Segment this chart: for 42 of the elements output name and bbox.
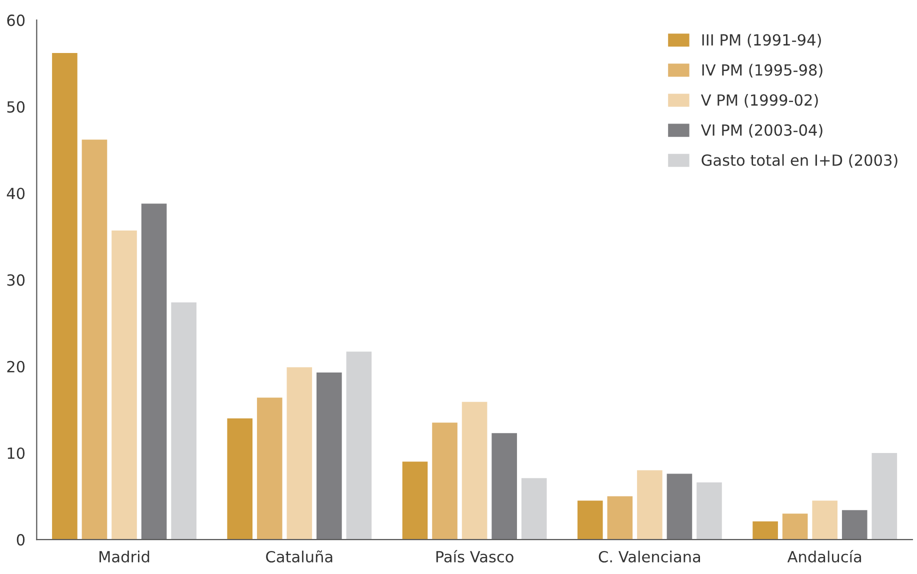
bar — [521, 478, 547, 540]
bar — [492, 433, 517, 540]
x-tick-label: Madrid — [100, 550, 150, 562]
y-tick-label: 40 — [6, 188, 25, 200]
legend-label: IV PM (1995-98) — [702, 64, 822, 78]
bar — [256, 398, 282, 540]
legend-label: V PM (1999-02) — [700, 94, 818, 108]
bar — [752, 521, 778, 540]
bar — [666, 474, 692, 540]
bar — [171, 302, 196, 540]
bar — [812, 500, 838, 540]
y-tick-label: 50 — [7, 101, 25, 113]
bar — [607, 496, 633, 540]
y-tick-label: 0 — [16, 534, 25, 546]
bar — [637, 470, 662, 540]
bar — [82, 140, 108, 540]
x-tick-label: C. Valenciana — [598, 550, 700, 562]
bar — [316, 372, 342, 540]
legend-label: Gasto total en I+D (2003) — [702, 154, 898, 168]
bar — [872, 452, 898, 540]
bar — [286, 367, 312, 540]
bar — [112, 230, 137, 540]
bar — [402, 462, 428, 540]
legend-label: VI PM (2003-04) — [700, 124, 822, 138]
bar — [696, 482, 722, 540]
y-tick-label: 20 — [7, 360, 25, 372]
bar — [346, 352, 372, 540]
bar — [52, 52, 78, 540]
bar — [227, 418, 253, 540]
bar — [141, 204, 167, 540]
bar — [782, 514, 808, 540]
bar — [462, 402, 488, 540]
legend-label: III PM (1991-94) — [702, 34, 821, 48]
bar — [432, 422, 458, 540]
bar — [842, 510, 868, 540]
x-tick-label: Andalucía — [787, 550, 862, 562]
bar — [577, 500, 603, 540]
y-tick-label: 30 — [7, 274, 25, 286]
y-tick-label: 60 — [7, 14, 25, 26]
y-tick-label: 10 — [8, 447, 25, 460]
x-tick-label: Cataluña — [266, 550, 332, 562]
x-tick-label: País Vasco — [436, 550, 514, 562]
